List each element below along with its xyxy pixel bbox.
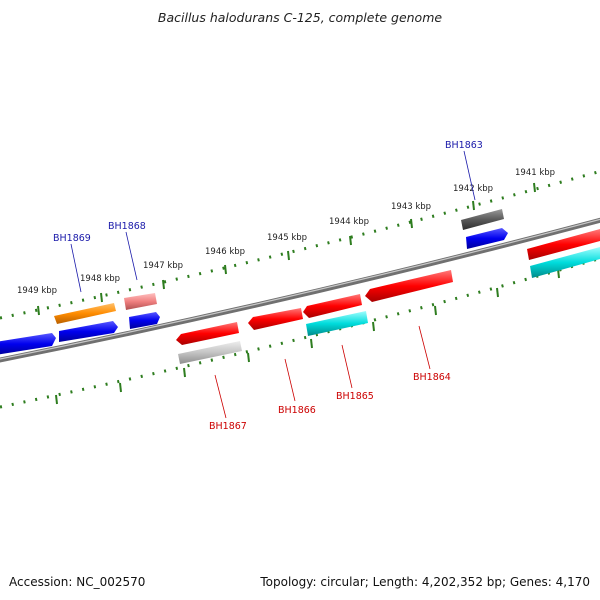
genome-backbone bbox=[0, 217, 600, 363]
ruler-tick bbox=[349, 235, 352, 246]
gene-label-bh1869[interactable]: BH1869 bbox=[53, 233, 91, 244]
tick-label: 1948 kbp bbox=[80, 274, 120, 284]
ruler-tick bbox=[224, 264, 227, 275]
forward-genes bbox=[0, 209, 600, 355]
gene-arrow[interactable] bbox=[466, 228, 508, 249]
gene-arrow[interactable] bbox=[59, 321, 118, 342]
gene-leader-line bbox=[70, 243, 82, 293]
ruler-tick bbox=[372, 321, 375, 332]
gene-arrow[interactable] bbox=[54, 303, 116, 324]
genome-backbone-highlight bbox=[0, 218, 600, 360]
ruler-tick bbox=[472, 200, 475, 211]
ruler-tick bbox=[183, 367, 186, 378]
tick-label: 1946 kbp bbox=[205, 247, 245, 257]
gene-labels: BH1869 BH1868 BH1867 BH1866 BH1865 BH186… bbox=[53, 140, 483, 432]
gene-label-bh1864[interactable]: BH1864 bbox=[413, 372, 451, 383]
ruler-tick bbox=[55, 394, 58, 405]
ruler-major-ticks bbox=[37, 182, 536, 316]
genome-summary: Topology: circular; Length: 4,202,352 bp… bbox=[260, 575, 590, 589]
gene-arrow[interactable] bbox=[0, 333, 56, 355]
gene-arrow[interactable] bbox=[303, 294, 362, 318]
gene-arrow[interactable] bbox=[178, 341, 242, 364]
ruler-tick bbox=[410, 218, 413, 229]
tick-label: 1942 kbp bbox=[453, 184, 493, 194]
gene-leader-line bbox=[341, 344, 353, 389]
ruler-tick bbox=[247, 352, 250, 363]
map-title: Bacillus halodurans C-125, complete geno… bbox=[158, 10, 442, 25]
ruler-tick bbox=[533, 182, 536, 193]
tick-label: 1947 kbp bbox=[143, 261, 183, 271]
gene-label-bh1867[interactable]: BH1867 bbox=[209, 421, 247, 432]
ruler-tick bbox=[496, 287, 499, 298]
ruler-tick bbox=[310, 338, 313, 349]
ruler-tick bbox=[37, 305, 40, 316]
tick-label: 1944 kbp bbox=[329, 217, 369, 227]
accession-label: Accession: NC_002570 bbox=[9, 575, 146, 589]
gene-arrow[interactable] bbox=[124, 293, 157, 310]
gene-arrow[interactable] bbox=[461, 209, 504, 230]
reverse-genes bbox=[176, 247, 600, 364]
tick-label: 1941 kbp bbox=[515, 168, 555, 178]
gene-leader-line bbox=[214, 374, 227, 419]
gene-label-bh1866[interactable]: BH1866 bbox=[278, 405, 316, 416]
gene-arrow[interactable] bbox=[365, 270, 453, 302]
gene-leader-line bbox=[418, 325, 431, 370]
tick-label: 1943 kbp bbox=[391, 202, 431, 212]
ruler-tick bbox=[162, 279, 165, 290]
gene-arrow[interactable] bbox=[306, 311, 368, 336]
gene-arrow[interactable] bbox=[129, 312, 160, 329]
ruler-tick bbox=[119, 382, 122, 393]
tick-label: 1949 kbp bbox=[17, 286, 57, 296]
gene-leader-line bbox=[463, 150, 476, 201]
gene-arrow[interactable] bbox=[530, 247, 600, 278]
gene-arrow[interactable] bbox=[248, 308, 303, 330]
gene-label-bh1868[interactable]: BH1868 bbox=[108, 221, 146, 232]
ruler-reverse-ticks bbox=[55, 268, 560, 405]
ruler-tick-labels: 1949 kbp 1948 kbp 1947 kbp 1946 kbp 1945… bbox=[17, 168, 555, 296]
ruler-tick bbox=[100, 292, 103, 303]
ruler-tick bbox=[434, 305, 437, 316]
ruler-tick bbox=[287, 250, 290, 261]
gene-arrow[interactable] bbox=[176, 322, 239, 345]
tick-label: 1945 kbp bbox=[267, 233, 307, 243]
gene-label-bh1863[interactable]: BH1863 bbox=[445, 140, 483, 151]
gene-leader-line bbox=[125, 231, 138, 281]
gene-arrow[interactable] bbox=[527, 229, 600, 260]
gene-label-bh1865[interactable]: BH1865 bbox=[336, 391, 374, 402]
gene-leader-line bbox=[284, 358, 296, 402]
